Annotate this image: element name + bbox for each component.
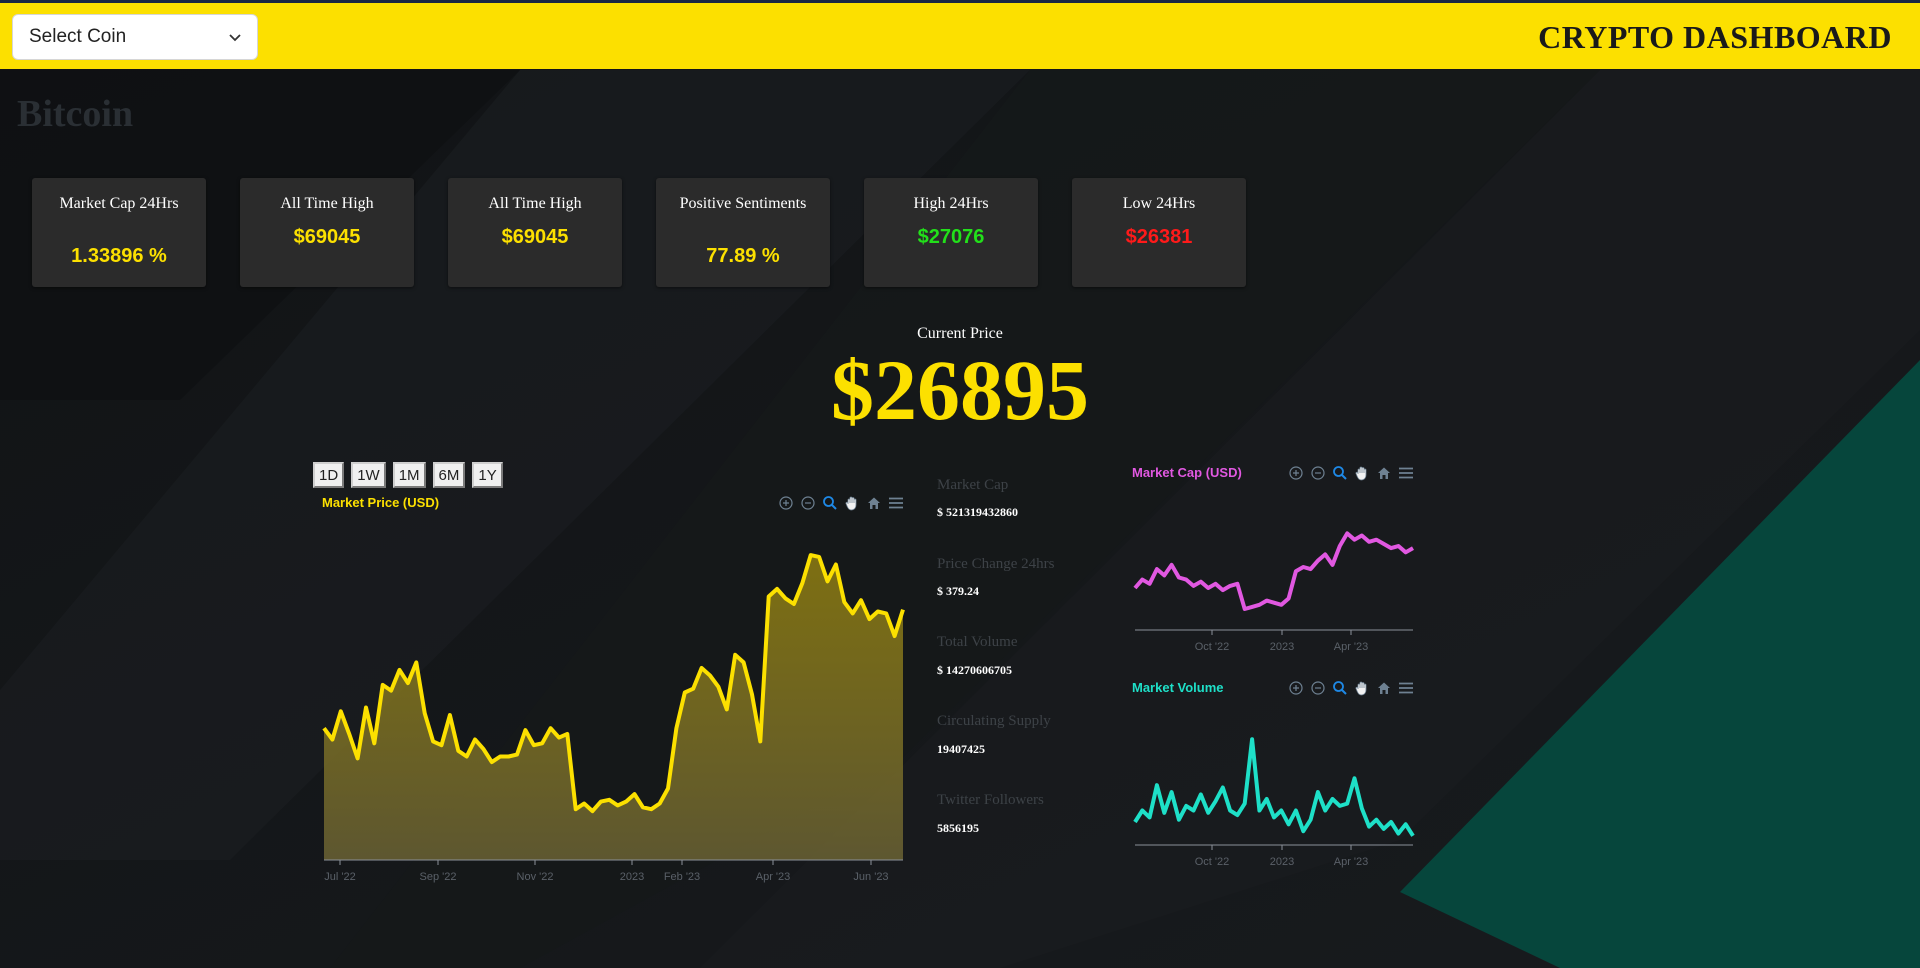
x-tick-label: 2023 <box>1270 641 1294 653</box>
x-tick-label: Apr '23 <box>1334 856 1369 868</box>
stat-value-total-volume: $ 14270606705 <box>937 663 1012 677</box>
stat-card-all-time-high: All Time High $69045 <box>240 178 414 287</box>
market-volume-chart-title: Market Volume <box>1132 680 1224 695</box>
card-label: All Time High <box>488 195 582 212</box>
stat-card-all-time-high-2: All Time High $69045 <box>448 178 622 287</box>
stat-value-twitter-followers: 5856195 <box>937 821 979 835</box>
current-price-label: Current Price <box>917 325 1003 342</box>
price-chart-toolbar <box>778 495 904 511</box>
card-value: $26381 <box>1125 226 1193 248</box>
zoom-selection-icon[interactable] <box>1332 465 1348 481</box>
series-line <box>1133 737 1415 837</box>
market-volume-chart[interactable]: Oct '22 2023 Apr '23 <box>1130 720 1420 880</box>
series-line <box>1133 531 1414 611</box>
x-tick-label: Jun '23 <box>853 871 888 883</box>
x-tick-label: Feb '23 <box>664 871 700 883</box>
range-button-1m[interactable]: 1M <box>392 462 426 488</box>
top-border <box>0 0 1920 3</box>
card-label: Positive Sentiments <box>679 195 807 212</box>
zoom-out-icon[interactable] <box>1310 465 1326 481</box>
x-tick-label: 2023 <box>620 871 644 883</box>
home-reset-icon[interactable] <box>866 495 882 511</box>
menu-icon[interactable] <box>888 495 904 511</box>
card-value: 1.33896 % <box>71 245 167 267</box>
pan-hand-icon[interactable] <box>1354 465 1370 481</box>
card-label: Market Cap 24Hrs <box>59 195 179 212</box>
coin-name: Bitcoin <box>17 93 134 135</box>
stat-value-price-change: $ 379.24 <box>937 584 979 598</box>
stat-card-positive-sentiments: Positive Sentiments 77.89 % <box>656 178 830 287</box>
page-title: CRYPTO DASHBOARD <box>1538 19 1892 55</box>
market-cap-chart-toolbar <box>1288 465 1414 481</box>
stat-card-high-24h: High 24Hrs $27076 <box>864 178 1038 287</box>
range-button-1y[interactable]: 1Y <box>472 462 503 488</box>
chevron-down-icon <box>229 34 241 42</box>
current-price-value: $26895 <box>831 342 1089 438</box>
zoom-selection-icon[interactable] <box>822 495 838 511</box>
coin-select[interactable]: Select Coin <box>12 14 258 60</box>
range-button-6m[interactable]: 6M <box>432 462 466 488</box>
pan-hand-icon[interactable] <box>1354 680 1370 696</box>
card-label: All Time High <box>280 195 374 212</box>
x-tick-label: 2023 <box>1270 856 1294 868</box>
zoom-out-icon[interactable] <box>1310 680 1326 696</box>
stat-card-market-cap-24h: Market Cap 24Hrs 1.33896 % <box>32 178 206 287</box>
zoom-out-icon[interactable] <box>800 495 816 511</box>
range-selector: 1D 1W 1M 6M 1Y <box>313 462 503 488</box>
stat-label-twitter-followers: Twitter Followers <box>937 792 1044 808</box>
stat-label-price-change: Price Change 24hrs <box>937 556 1055 572</box>
x-tick-label: Sep '22 <box>420 871 457 883</box>
market-cap-chart-title: Market Cap (USD) <box>1132 465 1242 480</box>
menu-icon[interactable] <box>1398 680 1414 696</box>
zoom-in-icon[interactable] <box>1288 465 1304 481</box>
range-button-1d[interactable]: 1D <box>313 462 345 488</box>
card-value: $69045 <box>501 226 569 248</box>
card-label: Low 24Hrs <box>1122 195 1196 212</box>
zoom-in-icon[interactable] <box>778 495 794 511</box>
menu-icon[interactable] <box>1398 465 1414 481</box>
zoom-selection-icon[interactable] <box>1332 680 1348 696</box>
card-value: 77.89 % <box>706 245 780 267</box>
x-tick-label: Jul '22 <box>324 871 355 883</box>
header-bar: Select Coin CRYPTO DASHBOARD <box>0 3 1920 69</box>
series-area <box>324 555 903 860</box>
x-tick-label: Nov '22 <box>517 871 554 883</box>
market-cap-chart[interactable]: Oct '22 2023 Apr '23 <box>1130 505 1420 665</box>
coin-select-label: Select Coin <box>29 26 127 47</box>
card-label: High 24Hrs <box>913 195 989 212</box>
market-volume-chart-toolbar <box>1288 680 1414 696</box>
card-value: $27076 <box>917 226 985 248</box>
pan-hand-icon[interactable] <box>844 495 860 511</box>
stat-label-total-volume: Total Volume <box>937 634 1018 650</box>
stat-card-low-24h: Low 24Hrs $26381 <box>1072 178 1246 287</box>
home-reset-icon[interactable] <box>1376 465 1392 481</box>
price-chart[interactable]: Jul '22 Sep '22 Nov '22 2023 Feb '23 Apr '23 J… <box>318 520 908 900</box>
home-reset-icon[interactable] <box>1376 680 1392 696</box>
x-tick-label: Apr '23 <box>756 871 791 883</box>
price-chart-title: Market Price (USD) <box>322 495 440 510</box>
stat-label-market-cap: Market Cap <box>937 477 1009 493</box>
stat-value-circulating-supply: 19407425 <box>937 742 985 756</box>
series-line <box>322 553 905 814</box>
stat-value-market-cap: $ 521319432860 <box>937 505 1018 519</box>
x-tick-label: Apr '23 <box>1334 641 1369 653</box>
range-button-1w[interactable]: 1W <box>351 462 386 488</box>
x-tick-label: Oct '22 <box>1195 856 1230 868</box>
x-tick-label: Oct '22 <box>1195 641 1230 653</box>
stat-label-circulating-supply: Circulating Supply <box>937 713 1051 729</box>
zoom-in-icon[interactable] <box>1288 680 1304 696</box>
card-value: $69045 <box>293 226 361 248</box>
